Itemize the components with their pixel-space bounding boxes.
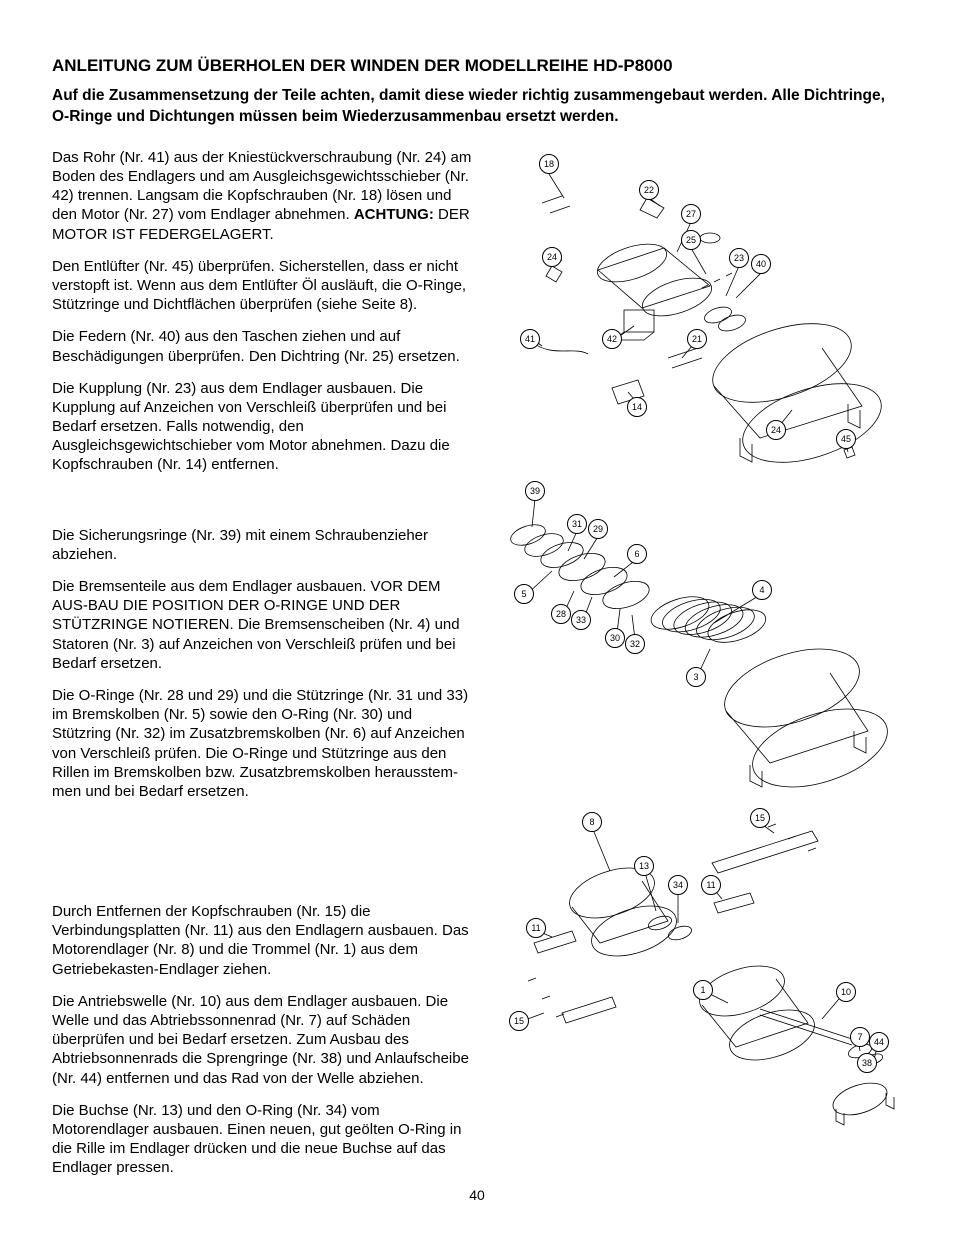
callout-bubble: 44 [869, 1032, 889, 1052]
callout-bubble: 13 [634, 856, 654, 876]
callout-bubble: 11 [526, 918, 546, 938]
callout-bubble: 42 [602, 329, 622, 349]
content-columns: Das Rohr (Nr. 41) aus der Kniestückversc… [52, 148, 902, 1191]
callout-bubble: 30 [605, 628, 625, 648]
callout-bubble: 4 [752, 580, 772, 600]
callout-bubble: 23 [729, 248, 749, 268]
callout-bubble: 32 [625, 634, 645, 654]
callout-bubble: 34 [668, 875, 688, 895]
callout-bubble: 22 [639, 180, 659, 200]
paragraph-7: Die O-Ringe (Nr. 28 und 29) und die Stüt… [52, 686, 472, 801]
paragraph-5: Die Sicherungsringe (Nr. 39) mit einem S… [52, 526, 472, 564]
callout-bubble: 31 [567, 514, 587, 534]
callout-bubble: 24 [542, 247, 562, 267]
callout-bubble: 14 [627, 397, 647, 417]
callout-bubble: 15 [750, 808, 770, 828]
callout-bubble: 27 [681, 204, 701, 224]
callout-bubble: 15 [509, 1011, 529, 1031]
exploded-view-figure-2: 39 3129 6 5 4 2833 3032 3 [492, 473, 902, 793]
spacer [52, 488, 472, 526]
paragraph-8: Durch Entfernen der Kopfschrauben (Nr. 1… [52, 902, 472, 979]
callout-bubble: 5 [514, 584, 534, 604]
paragraph-3: Die Federn (Nr. 40) aus den Taschen zieh… [52, 327, 472, 365]
paragraph-1: Das Rohr (Nr. 41) aus der Kniestückversc… [52, 148, 472, 244]
figure-1-svg [492, 148, 892, 468]
callout-bubble: 45 [836, 429, 856, 449]
callout-bubble: 25 [681, 230, 701, 250]
paragraph-10: Die Buchse (Nr. 13) und den O-Ring (Nr. … [52, 1101, 472, 1178]
exploded-view-figure-3: 815133411111101574438 [492, 803, 902, 1133]
spacer [52, 814, 472, 902]
page-heading: ANLEITUNG ZUM ÜBERHOLEN DER WINDEN DER M… [52, 56, 902, 76]
figure-column: 18222725242340414221142445 [492, 148, 902, 1191]
paragraph-9: Die Antriebswelle (Nr. 10) aus dem Endla… [52, 992, 472, 1088]
figure-3-svg [492, 803, 902, 1133]
callout-bubble: 11 [701, 875, 721, 895]
callout-bubble: 28 [551, 604, 571, 624]
paragraph-2: Den Entlüfter (Nr. 45) überprüfen. Siche… [52, 257, 472, 315]
text-column: Das Rohr (Nr. 41) aus der Kniestückversc… [52, 148, 472, 1191]
page-subheading: Auf die Zusammensetzung der Teile achten… [52, 86, 902, 128]
callout-bubble: 39 [525, 481, 545, 501]
callout-bubble: 18 [539, 154, 559, 174]
callout-bubble: 1 [693, 980, 713, 1000]
callout-bubble: 21 [687, 329, 707, 349]
callout-bubble: 38 [857, 1053, 877, 1073]
callout-bubble: 24 [766, 420, 786, 440]
paragraph-4: Die Kupplung (Nr. 23) aus dem Endlager a… [52, 379, 472, 475]
paragraph-1-bold: ACHTUNG: [354, 206, 434, 223]
page-number: 40 [0, 1187, 954, 1203]
callout-bubble: 10 [836, 982, 856, 1002]
callout-bubble: 40 [751, 254, 771, 274]
callout-bubble: 41 [520, 329, 540, 349]
callout-bubble: 3 [686, 667, 706, 687]
figure-2-svg [492, 473, 892, 793]
callout-bubble: 33 [571, 610, 591, 630]
exploded-view-figure-1: 18 22 27 25 24 2340 41 42 21 14 24 45 [492, 148, 902, 468]
callout-bubble: 7 [850, 1027, 870, 1047]
callout-bubble: 6 [627, 544, 647, 564]
callout-bubble: 29 [588, 519, 608, 539]
paragraph-6: Die Bremsenteile aus dem Endlager ausbau… [52, 577, 472, 673]
document-page: ANLEITUNG ZUM ÜBERHOLEN DER WINDEN DER M… [0, 0, 954, 1235]
callout-bubble: 8 [582, 812, 602, 832]
